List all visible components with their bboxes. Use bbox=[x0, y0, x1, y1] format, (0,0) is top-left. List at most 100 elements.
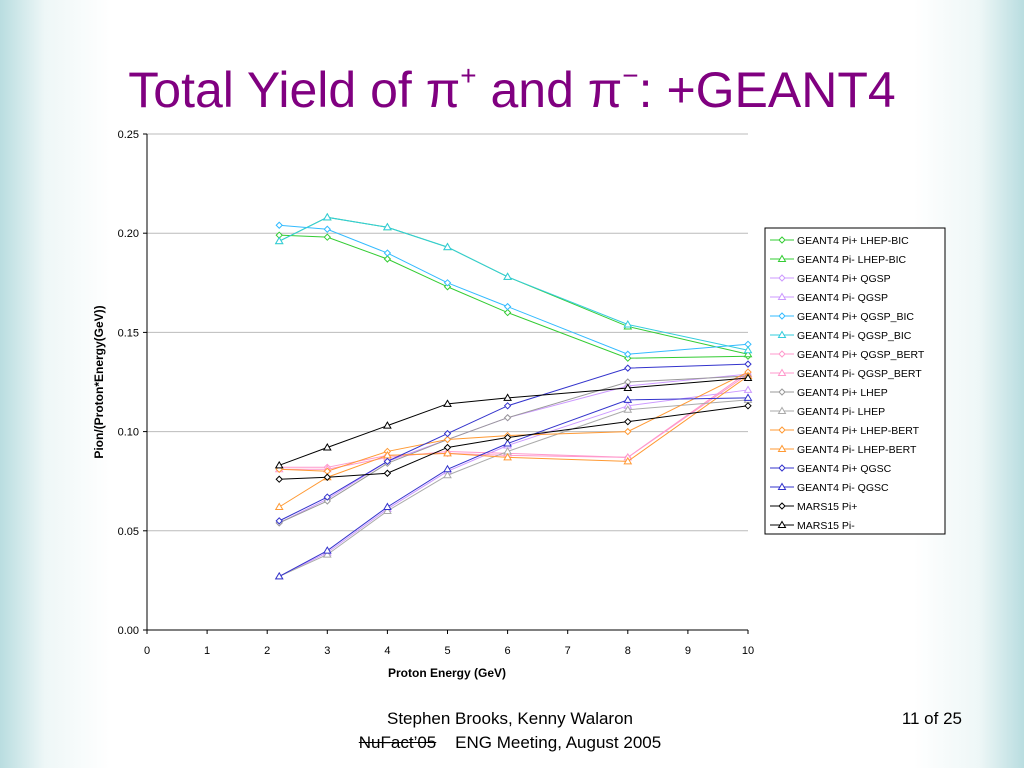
series-line bbox=[279, 371, 749, 468]
slide-title: Total Yield of π+ and π−: +GEANT4 bbox=[0, 60, 1024, 118]
minus-superscript: − bbox=[622, 60, 639, 91]
x-tick-label: 10 bbox=[742, 645, 754, 657]
legend-marker bbox=[778, 350, 786, 358]
series-line bbox=[278, 389, 749, 577]
data-point bbox=[623, 405, 633, 413]
legend-marker bbox=[777, 254, 787, 262]
y-tick-label: 0.05 bbox=[118, 526, 139, 538]
x-tick-label: 3 bbox=[324, 645, 330, 657]
data-point bbox=[275, 221, 283, 229]
data-point bbox=[383, 255, 392, 263]
legend-marker bbox=[777, 444, 787, 452]
pi-plus-symbol: π bbox=[425, 62, 461, 118]
data-point bbox=[623, 383, 633, 391]
data-point bbox=[743, 345, 753, 354]
data-point bbox=[503, 433, 512, 442]
legend-label: GEANT4 Pi- QGSP_BERT bbox=[797, 368, 922, 380]
y-axis-label: Pion/(Proton*Energy(GeV)) bbox=[92, 305, 106, 458]
legend-marker bbox=[777, 406, 787, 414]
series-15 bbox=[275, 402, 752, 483]
data-point bbox=[322, 442, 332, 451]
x-tick-label: 6 bbox=[505, 645, 511, 657]
legend: GEANT4 Pi+ LHEP-BIC GEANT4 Pi- LHEP-BIC GE… bbox=[770, 235, 925, 532]
data-point bbox=[383, 421, 392, 429]
y-tick-label: 0.25 bbox=[118, 129, 139, 141]
data-point bbox=[322, 546, 332, 554]
series-line bbox=[278, 373, 749, 524]
title-mid: and bbox=[476, 62, 588, 118]
legend-item: GEANT4 Pi+ QGSP_BIC bbox=[770, 311, 914, 323]
series-6 bbox=[274, 212, 753, 354]
legend-marker bbox=[777, 368, 787, 376]
series-lines bbox=[274, 212, 753, 580]
data-point bbox=[443, 443, 452, 452]
x-tick-label: 8 bbox=[625, 645, 631, 657]
x-tick-label: 0 bbox=[144, 645, 150, 657]
data-point bbox=[443, 399, 452, 407]
data-point bbox=[443, 448, 452, 457]
data-point bbox=[443, 283, 452, 291]
data-point bbox=[624, 364, 632, 372]
legend-label: GEANT4 Pi+ LHEP-BERT bbox=[797, 425, 920, 437]
legend-marker bbox=[778, 388, 786, 396]
data-point bbox=[443, 464, 452, 473]
data-point bbox=[503, 393, 512, 401]
data-point bbox=[503, 402, 512, 410]
legend-label: GEANT4 Pi- QGSP bbox=[797, 292, 888, 304]
data-point bbox=[322, 212, 332, 221]
x-tick-label: 5 bbox=[444, 645, 450, 657]
legend-item: GEANT4 Pi- QGSC bbox=[770, 482, 889, 494]
legend-item: GEANT4 Pi+ QGSC bbox=[770, 463, 892, 475]
footer-event: ENG Meeting, August 2005 bbox=[455, 733, 662, 752]
data-point bbox=[623, 319, 633, 328]
data-point bbox=[323, 225, 332, 233]
data-point bbox=[274, 236, 284, 245]
footer-event-struck: NuFact’05 bbox=[358, 733, 437, 752]
data-point bbox=[323, 493, 332, 501]
chart-axes: 0.00 0.05 0.10 0.15 0.20 0.25 0 1 2 3 4 5 6 7 8 9 10 bbox=[118, 129, 755, 657]
series-line bbox=[279, 405, 749, 480]
legend-label: GEANT4 Pi- QGSC bbox=[797, 482, 889, 494]
grid-lines bbox=[147, 133, 748, 532]
series-3 bbox=[275, 370, 752, 527]
data-point bbox=[443, 470, 452, 479]
y-tick-label: 0.00 bbox=[118, 625, 139, 637]
legend-marker bbox=[778, 312, 786, 320]
data-point bbox=[624, 350, 632, 358]
data-point bbox=[743, 393, 753, 401]
data-point bbox=[323, 497, 332, 505]
x-tick-label: 2 bbox=[264, 645, 270, 657]
legend-item: MARS15 Pi+ bbox=[770, 501, 857, 513]
data-point bbox=[322, 550, 332, 558]
data-point bbox=[274, 502, 284, 510]
data-point bbox=[623, 456, 633, 465]
legend-marker bbox=[777, 292, 787, 300]
data-point bbox=[503, 452, 512, 461]
data-point bbox=[443, 435, 452, 444]
legend-label: GEANT4 Pi+ QGSP_BERT bbox=[797, 349, 925, 361]
data-point bbox=[323, 233, 332, 241]
legend-label: GEANT4 Pi+ LHEP bbox=[797, 387, 888, 399]
title-suffix: : +GEANT4 bbox=[638, 62, 896, 118]
data-point bbox=[383, 502, 392, 510]
data-point bbox=[383, 457, 392, 466]
legend-label: MARS15 Pi+ bbox=[797, 501, 857, 513]
data-point bbox=[383, 222, 392, 231]
data-point bbox=[743, 349, 753, 358]
legend-item: GEANT4 Pi+ LHEP bbox=[770, 387, 888, 399]
legend-marker bbox=[777, 330, 787, 338]
legend-item: GEANT4 Pi- LHEP-BIC bbox=[770, 254, 907, 266]
legend-marker bbox=[777, 520, 787, 528]
legend-label: MARS15 Pi- bbox=[797, 520, 855, 532]
pi-minus-symbol: π bbox=[587, 62, 623, 118]
data-point bbox=[623, 395, 633, 403]
plus-superscript: + bbox=[460, 60, 477, 91]
y-tick-label: 0.15 bbox=[118, 327, 139, 339]
data-point bbox=[443, 429, 452, 438]
data-point bbox=[503, 414, 512, 422]
data-point bbox=[743, 373, 753, 382]
legend-item: GEANT4 Pi- LHEP-BERT bbox=[770, 444, 917, 456]
legend-label: GEANT4 Pi+ QGSP_BIC bbox=[797, 311, 914, 323]
legend-label: GEANT4 Pi- QGSP_BIC bbox=[797, 330, 912, 342]
data-point bbox=[383, 469, 392, 477]
